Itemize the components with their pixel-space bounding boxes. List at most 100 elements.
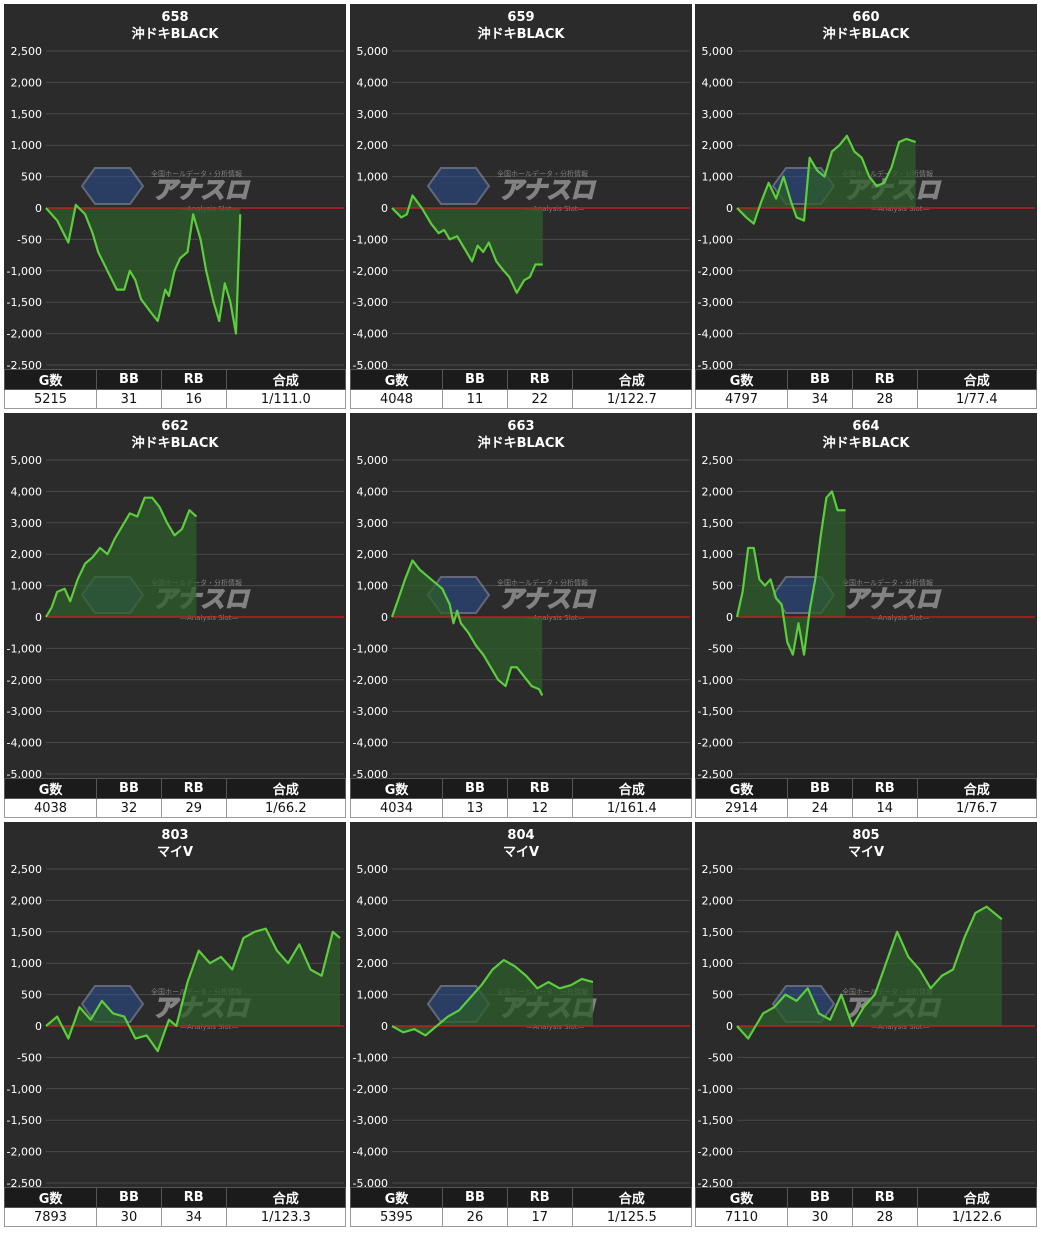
header-bb: BB: [787, 778, 853, 799]
header-rb: RB: [506, 369, 573, 390]
y-tick-label: 0: [35, 611, 42, 624]
watermark-main-text: アナスロ: [153, 176, 251, 204]
header-gousei: 合成: [916, 369, 1038, 390]
y-tick-label: 500: [21, 171, 42, 184]
y-tick-label: 1,500: [702, 926, 734, 939]
y-tick-label: 2,000: [702, 894, 734, 907]
watermark-sub-text: —Analysis Slot—: [526, 205, 584, 213]
stat-bb: 30: [787, 1207, 853, 1227]
y-tick-label: 2,500: [11, 863, 43, 876]
header-bb: BB: [787, 1187, 853, 1208]
series-area: [46, 928, 341, 1052]
header-rb: RB: [506, 1187, 573, 1208]
stat-rb: 22: [506, 389, 573, 409]
watermark-sub-text: —Analysis Slot—: [180, 614, 238, 622]
y-tick-label: 3,000: [357, 108, 389, 121]
y-tick-label: 2,500: [702, 863, 734, 876]
y-tick-label: -2,500: [698, 1177, 733, 1187]
y-tick-label: 3,000: [357, 926, 389, 939]
header-g: G数: [349, 778, 444, 799]
series-area: [46, 497, 197, 617]
y-tick-label: -3,000: [353, 1114, 388, 1127]
y-tick-label: 1,000: [11, 580, 43, 593]
y-tick-label: -4,000: [353, 328, 388, 341]
watermark-sub-text: —Analysis Slot—: [526, 614, 584, 622]
y-tick-label: -1,000: [698, 233, 733, 246]
stat-bb: 31: [96, 389, 162, 409]
chart-panel-662: 662 沖ドキBLACK -5,000 -4,000 -3,000 -2,000 -1,00…: [3, 413, 347, 820]
watermark-top-text: 全国ホールデータ・分析情報: [151, 169, 242, 178]
y-tick-label: 3,000: [11, 517, 43, 530]
stat-gousei: 1/123.3: [225, 1207, 347, 1227]
stat-g: 4038: [3, 798, 98, 818]
stat-bb: 32: [96, 798, 162, 818]
series-line: [45, 496, 198, 618]
stats-table: G数 BB RB 合成 7110 30 28 1/122.6: [694, 1187, 1038, 1227]
y-tick-label: -2,000: [698, 265, 733, 278]
y-tick-label: 0: [726, 611, 733, 624]
y-tick-label: 2,000: [11, 76, 43, 89]
y-tick-label: -1,000: [7, 1083, 42, 1096]
stat-g: 2914: [694, 798, 789, 818]
y-tick-label: -3,000: [7, 705, 42, 718]
y-tick-label: 2,000: [702, 139, 734, 152]
y-tick-label: 5,000: [357, 45, 389, 58]
y-tick-label: 1,000: [11, 957, 43, 970]
chart-title: 658: [161, 10, 188, 25]
y-tick-label: -500: [708, 642, 733, 655]
watermark-sub-text: —Analysis Slot—: [871, 1023, 929, 1031]
chart-subtitle: 沖ドキBLACK: [823, 26, 911, 42]
y-tick-label: 2,500: [11, 45, 43, 58]
y-tick-label: -2,000: [353, 674, 388, 687]
y-tick-label: -2,000: [353, 265, 388, 278]
header-g: G数: [694, 778, 789, 799]
y-tick-label: -2,500: [7, 359, 42, 369]
y-tick-label: 0: [726, 202, 733, 215]
watermark-sub-text: —Analysis Slot—: [526, 1023, 584, 1031]
watermark-top-text: 全国ホールデータ・分析情報: [151, 578, 242, 587]
y-tick-label: 1,000: [357, 171, 389, 184]
y-tick-label: -3,000: [698, 296, 733, 309]
header-gousei: 合成: [571, 1187, 693, 1208]
y-tick-label: 0: [381, 611, 388, 624]
y-tick-label: 4,000: [357, 485, 389, 498]
y-tick-label: -4,000: [7, 737, 42, 750]
y-tick-label: 1,000: [357, 580, 389, 593]
y-tick-label: -2,000: [353, 1083, 388, 1096]
chart-subtitle: 沖ドキBLACK: [823, 435, 911, 451]
header-rb: RB: [851, 778, 918, 799]
y-tick-label: -1,500: [7, 1114, 42, 1127]
y-tick-label: 1,500: [11, 926, 43, 939]
y-tick-label: 1,500: [11, 108, 43, 121]
y-tick-label: 1,000: [702, 548, 734, 561]
series-line: [390, 559, 544, 696]
y-tick-label: -500: [17, 233, 42, 246]
header-bb: BB: [787, 369, 853, 390]
watermark-main-text: アナスロ: [499, 585, 597, 613]
y-tick-label: -2,000: [7, 674, 42, 687]
stat-bb: 13: [442, 798, 508, 818]
chart-panel-805: 805 マイV -2,500 -2,000 -1,500 -1,000 -500 0 500 1,…: [694, 822, 1038, 1229]
y-tick-label: -2,500: [698, 768, 733, 778]
y-tick-label: -1,000: [353, 1051, 388, 1064]
y-tick-label: 0: [726, 1020, 733, 1033]
chart-panel-803: 803 マイV -2,500 -2,000 -1,500 -1,000 -500 0 500 1,…: [3, 822, 347, 1229]
header-gousei: 合成: [571, 369, 693, 390]
series-line: [391, 194, 543, 294]
chart-panel-804: 804 マイV -5,000 -4,000 -3,000 -2,000 -1,000 0 1,0…: [349, 822, 693, 1229]
watermark-sub-text: —Analysis Slot—: [180, 1023, 238, 1031]
y-tick-label: -3,000: [353, 296, 388, 309]
y-tick-label: -500: [17, 1051, 42, 1064]
stat-g: 5395: [349, 1207, 444, 1227]
stat-gousei: 1/161.4: [571, 798, 693, 818]
y-tick-label: -2,000: [698, 737, 733, 750]
stat-g: 4797: [694, 389, 789, 409]
watermark-logo-icon: [426, 167, 491, 205]
y-tick-label: -2,500: [7, 1177, 42, 1187]
chart-title: 663: [507, 419, 534, 434]
chart-subtitle: 沖ドキBLACK: [478, 435, 566, 451]
